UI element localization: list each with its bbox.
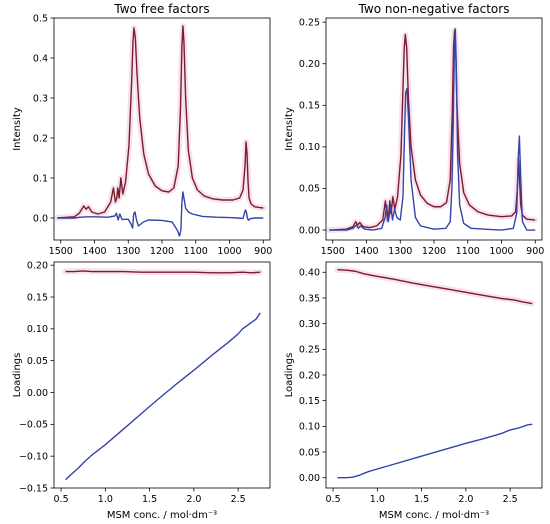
y-tick-label: 0.05 xyxy=(299,184,320,195)
y-tick-label: 0.25 xyxy=(299,17,320,28)
y-tick-label: −0.05 xyxy=(19,420,48,431)
y-tick-label: 0.05 xyxy=(299,447,320,458)
x-tick-label: 1300 xyxy=(388,246,412,257)
x-tick-label: 1000 xyxy=(217,246,241,257)
y-tick-label: 0.00 xyxy=(299,473,320,484)
y-tick-label: −0.15 xyxy=(19,483,48,494)
x-tick-label: 1300 xyxy=(116,246,140,257)
x-tick-label: 1000 xyxy=(489,246,513,257)
series-line-2 xyxy=(65,312,261,481)
y-axis-label: Loadings xyxy=(12,353,23,398)
x-tick-label: 1100 xyxy=(184,246,208,257)
y-tick-label: 0.4 xyxy=(33,53,48,64)
panel-1: 1500 1400 1300 1200 1100 1000 900 0.0 0.1 0.2 0.3 0… xyxy=(12,2,272,257)
y-tick-label: 0.15 xyxy=(299,396,320,407)
y-tick-label: 0.3 xyxy=(33,93,48,104)
x-axis-label: MSM conc. / mol·dm⁻³ xyxy=(107,510,217,521)
panel-2: 1500 1400 1300 1200 1100 1000 900 0.00 0.05 0.10 0… xyxy=(284,2,544,257)
y-tick-label: 0.40 xyxy=(299,268,320,279)
x-tick-label: 2.5 xyxy=(231,494,246,505)
y-tick-label: 0.10 xyxy=(27,324,48,335)
x-tick-label: 900 xyxy=(254,246,272,257)
axes-frame xyxy=(53,261,271,489)
panel-title: Two free factors xyxy=(113,2,209,16)
y-tick-label: 0.05 xyxy=(27,356,48,367)
x-tick-label: 0.5 xyxy=(326,494,341,505)
x-tick-label: 900 xyxy=(526,246,544,257)
panel-3: 0.5 1.0 1.5 2.0 2.5 −0.15 −0.10 −0.05 0.00 0.05 0.… xyxy=(12,260,271,521)
y-tick-label: 0.15 xyxy=(27,292,48,303)
y-tick-label: 0.0 xyxy=(33,213,48,224)
y-axis-label: Intensity xyxy=(284,107,295,151)
y-tick-label: 0.00 xyxy=(27,388,48,399)
panel-title: Two non-negative factors xyxy=(358,2,510,16)
x-axis-label: MSM conc. / mol·dm⁻³ xyxy=(379,510,489,521)
series-line-2 xyxy=(337,423,533,479)
x-tick-label: 1500 xyxy=(49,246,73,257)
y-axis-label: Intensity xyxy=(12,107,23,151)
panel-4: 0.5 1.0 1.5 2.0 2.5 0.00 0.05 0.10 0.15 0.20 0.25 0… xyxy=(284,261,543,521)
y-tick-label: 0.5 xyxy=(33,13,48,24)
x-tick-label: 1.5 xyxy=(142,494,157,505)
series-line-1 xyxy=(329,29,536,231)
series-line-1 xyxy=(65,270,261,274)
x-tick-label: 1400 xyxy=(354,246,378,257)
x-tick-label: 1.5 xyxy=(414,494,429,505)
y-tick-label: −0.10 xyxy=(19,451,48,462)
x-tick-label: 2.0 xyxy=(186,494,201,505)
series-line-1 xyxy=(57,25,264,219)
x-tick-label: 2.5 xyxy=(503,494,518,505)
x-tick-label: 1200 xyxy=(150,246,174,257)
x-tick-label: 1400 xyxy=(82,246,106,257)
y-axis-label: Loadings xyxy=(284,353,295,398)
y-tick-label: 0.25 xyxy=(299,345,320,356)
y-tick-label: 0.20 xyxy=(27,260,48,271)
x-tick-label: 2.0 xyxy=(458,494,473,505)
y-tick-label: 0.1 xyxy=(33,173,48,184)
y-tick-label: 0.10 xyxy=(299,422,320,433)
x-tick-label: 1500 xyxy=(321,246,345,257)
x-tick-label: 1200 xyxy=(422,246,446,257)
series-line-2 xyxy=(329,28,536,231)
y-tick-label: 0.30 xyxy=(299,319,320,330)
y-tick-label: 0.35 xyxy=(299,293,320,304)
series-halo xyxy=(326,27,539,234)
y-tick-label: 0.2 xyxy=(33,133,48,144)
series-line-2 xyxy=(57,191,264,237)
series-line-1 xyxy=(337,269,533,305)
y-tick-label: 0.15 xyxy=(299,101,320,112)
y-tick-label: 0.10 xyxy=(299,142,320,153)
x-tick-label: 0.5 xyxy=(54,494,69,505)
x-tick-label: 1100 xyxy=(456,246,480,257)
x-tick-label: 1.0 xyxy=(370,494,385,505)
y-tick-label: 0.20 xyxy=(299,370,320,381)
axes-frame xyxy=(325,261,543,489)
y-tick-label: 0.00 xyxy=(299,225,320,236)
x-tick-label: 1.0 xyxy=(98,494,113,505)
y-tick-label: 0.20 xyxy=(299,59,320,70)
